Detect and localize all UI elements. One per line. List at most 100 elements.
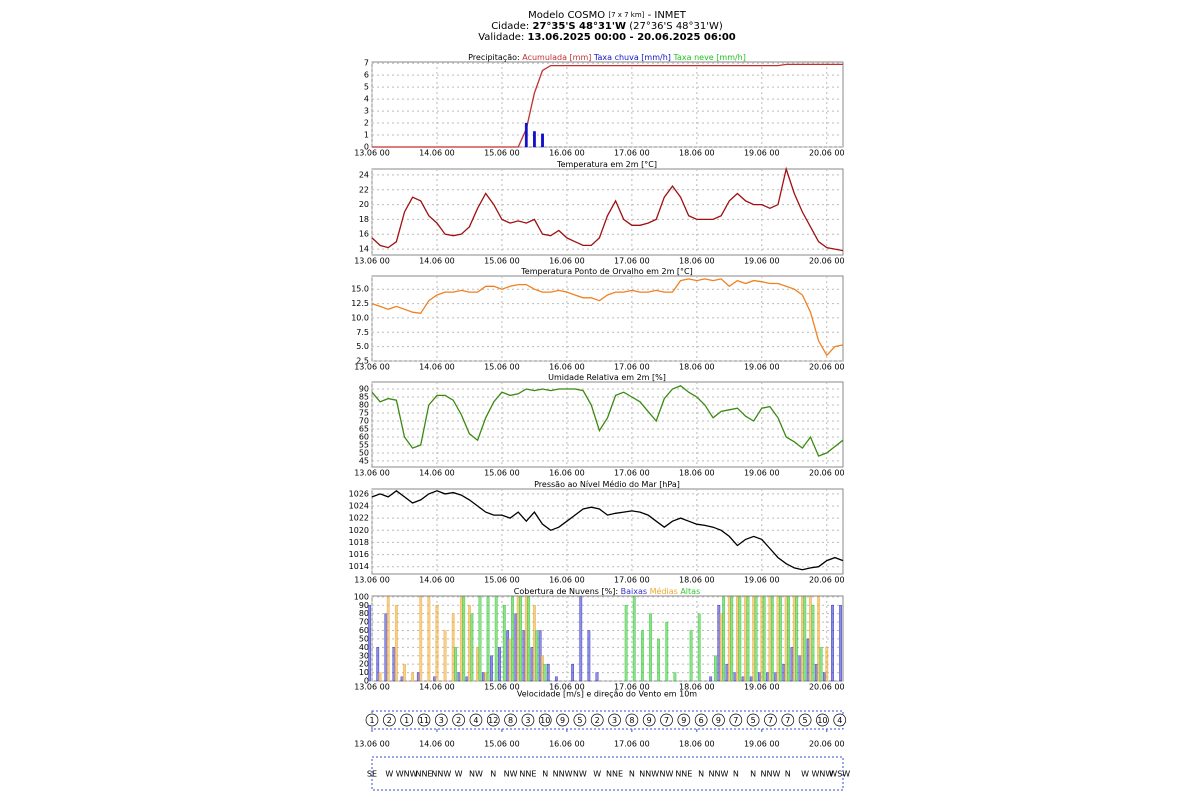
bar [784, 596, 788, 682]
x-tick-label: 16.06 00 [549, 740, 585, 749]
wind-speed-marker [642, 713, 656, 727]
bar [774, 672, 778, 682]
x-tick-label: 15.06 00 [484, 257, 520, 266]
bar [792, 596, 796, 682]
wind-speed-label: 3 [612, 716, 617, 725]
wind-speed-label: 4 [837, 716, 842, 725]
wind-speed-label: 6 [699, 716, 704, 725]
bar [665, 621, 669, 682]
series-line [371, 489, 844, 571]
y-tick-label: 7 [364, 59, 369, 68]
wind-speed-label: 2 [595, 716, 600, 725]
bar [697, 613, 701, 682]
bar [722, 596, 725, 682]
y-tick-label: 15.0 [351, 285, 369, 294]
wind-speed-label: 10 [817, 716, 827, 725]
x-tick-label: 15.06 00 [484, 149, 520, 158]
wind-direction-label: N [542, 770, 548, 779]
bar [587, 630, 591, 682]
wind-speed-marker [504, 713, 517, 727]
bar [468, 605, 471, 682]
y-tick-label: 10.0 [351, 313, 369, 322]
y-tick-label: 40 [359, 643, 369, 652]
validity: 13.06.2025 00:00 - 20.06.2025 06:00 [528, 32, 736, 43]
y-tick-label: 90 [359, 601, 369, 610]
bar [738, 596, 742, 682]
bar [494, 596, 498, 682]
wind-speed-marker [677, 713, 691, 727]
legend-entry: Altas [680, 587, 700, 596]
x-tick-label: 13.06 00 [354, 363, 390, 372]
wind-speed-label: 4 [473, 716, 478, 725]
bar [403, 663, 406, 682]
x-tick-label: 20.06 00 [809, 683, 845, 692]
x-tick-label: 20.06 00 [809, 149, 845, 158]
x-tick-label: 14.06 00 [419, 257, 455, 266]
validity-label: Validade: [478, 32, 524, 43]
wind-speed-marker [365, 713, 379, 727]
wind-speed-label: 1 [404, 716, 409, 725]
y-tick-label: 1026 [349, 489, 369, 498]
y-tick-label: 70 [359, 618, 369, 627]
bar [533, 605, 536, 682]
x-tick-label: 18.06 00 [679, 363, 715, 372]
bar [787, 596, 790, 682]
wind-direction-label: W [455, 770, 463, 779]
bar [811, 605, 815, 682]
bar [530, 647, 534, 682]
wind-speed-marker [521, 713, 535, 727]
wind-direction-label: NW [469, 770, 483, 779]
x-tick-label: 17.06 00 [614, 363, 650, 372]
bar [486, 596, 490, 682]
y-tick-label: 1024 [349, 502, 369, 511]
x-tick-label: 14.06 00 [419, 469, 455, 478]
bar [814, 663, 818, 682]
bar [752, 596, 756, 682]
bar [673, 672, 677, 682]
x-tick-label: 20.06 00 [809, 257, 845, 266]
y-tick-label: 1016 [349, 550, 369, 559]
panel-title-text: Cobertura de Nuvens [%]: [514, 587, 618, 596]
y-tick-label: 4 [364, 95, 369, 104]
bar [394, 605, 398, 682]
bar [541, 133, 544, 148]
y-tick-label: 100 [354, 592, 369, 601]
bar [378, 672, 382, 682]
y-tick-label: 3 [364, 107, 369, 116]
y-tick-label: 75 [359, 408, 369, 417]
bar [419, 596, 423, 682]
bar [782, 663, 786, 682]
wind-speed-marker [660, 713, 673, 727]
bar [476, 647, 479, 682]
bar [798, 655, 802, 682]
bar [543, 663, 547, 682]
wind-speed-label: 9 [716, 716, 721, 725]
bar [689, 630, 693, 682]
x-tick-label: 13.06 00 [354, 740, 390, 749]
panel-title: Velocidade [m/s] e direção do Vento em 1… [517, 690, 697, 699]
wind-direction-label: N [698, 770, 704, 779]
panel-title: Umidade Relativa em 2m [%] [548, 373, 666, 382]
y-tick-label: 7.5 [356, 328, 369, 337]
wind-direction-label: N [733, 770, 739, 779]
wind-speed-marker [434, 713, 448, 727]
bar [538, 630, 542, 682]
x-tick-label: 17.06 00 [614, 683, 650, 692]
wind-speed-label: 9 [560, 716, 565, 725]
x-tick-label: 14.06 00 [419, 149, 455, 158]
y-tick-label: 2.5 [356, 357, 369, 366]
bar [725, 663, 729, 682]
bar [809, 596, 812, 682]
wind-direction-label: WNW [396, 770, 418, 779]
bar [632, 596, 636, 682]
series-line [371, 385, 844, 457]
series-line [371, 278, 844, 357]
wind-speed-marker [694, 713, 708, 727]
bar [762, 596, 766, 682]
bar [481, 672, 485, 682]
wind-speed-marker [469, 713, 483, 727]
bar [457, 672, 461, 682]
bar [459, 596, 463, 682]
y-tick-label: 60 [359, 432, 369, 441]
